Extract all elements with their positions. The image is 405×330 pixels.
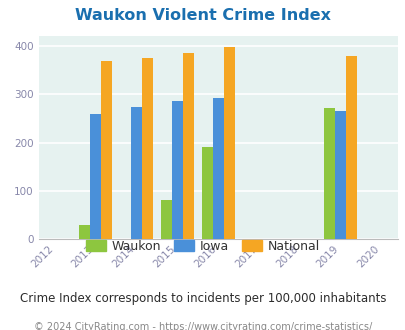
Bar <box>101 61 112 239</box>
Bar <box>171 101 183 239</box>
Legend: Waukon, Iowa, National: Waukon, Iowa, National <box>81 235 324 258</box>
Bar <box>183 53 194 239</box>
Bar <box>345 56 356 239</box>
Bar <box>335 111 345 239</box>
Text: © 2024 CityRating.com - https://www.cityrating.com/crime-statistics/: © 2024 CityRating.com - https://www.city… <box>34 322 371 330</box>
Bar <box>160 200 171 239</box>
Bar <box>212 98 223 239</box>
Bar <box>131 107 142 239</box>
Text: Crime Index corresponds to incidents per 100,000 inhabitants: Crime Index corresponds to incidents per… <box>20 292 385 305</box>
Text: Waukon Violent Crime Index: Waukon Violent Crime Index <box>75 8 330 23</box>
Bar <box>79 225 90 239</box>
Bar <box>223 48 234 239</box>
Bar <box>201 148 212 239</box>
Bar <box>323 108 335 239</box>
Bar <box>90 114 101 239</box>
Bar <box>142 57 153 239</box>
